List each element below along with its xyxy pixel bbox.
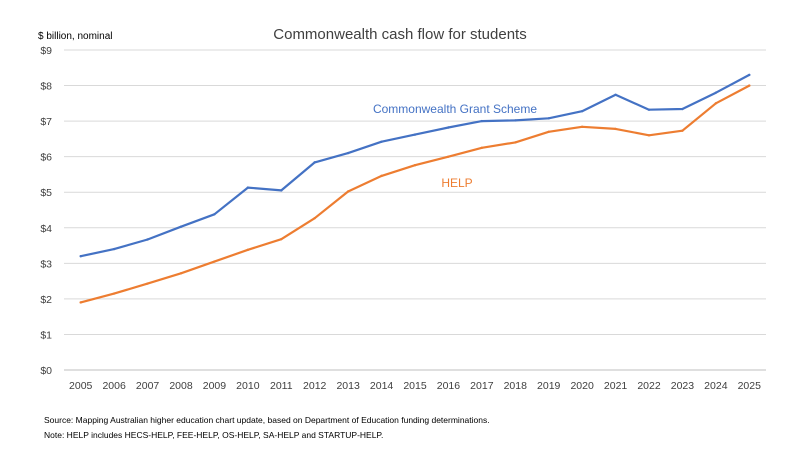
data-point: [547, 117, 550, 120]
x-tick-label: 2010: [236, 380, 260, 392]
y-tick-label: $4: [40, 223, 52, 235]
data-point: [547, 130, 550, 133]
data-point: [647, 108, 651, 111]
data-point: [179, 272, 183, 275]
data-point: [748, 73, 751, 77]
data-point: [480, 119, 484, 123]
data-point: [480, 146, 484, 149]
series-label-help: HELP: [441, 176, 472, 190]
series-label-commonwealth-grant-scheme: Commonwealth Grant Scheme: [373, 102, 537, 116]
data-point: [748, 84, 751, 87]
source-footnote: Source: Mapping Australian higher educat…: [44, 415, 490, 425]
data-point: [380, 174, 383, 178]
x-tick-label: 2024: [704, 380, 728, 392]
data-point: [246, 186, 250, 189]
y-tick-label: $8: [40, 81, 52, 93]
data-point: [580, 109, 584, 113]
data-point: [580, 125, 584, 128]
data-point: [413, 133, 417, 136]
x-tick-label: 2016: [437, 380, 461, 392]
y-tick-label: $3: [40, 258, 52, 270]
data-point: [112, 247, 116, 251]
data-point: [280, 189, 283, 192]
y-tick-label: $2: [40, 294, 52, 306]
x-tick-label: 2007: [136, 380, 160, 392]
y-tick-label: $7: [40, 116, 52, 128]
x-tick-label: 2023: [671, 380, 695, 392]
x-tick-label: 2012: [303, 380, 327, 392]
data-point: [246, 248, 250, 252]
data-point: [514, 141, 517, 144]
data-point: [213, 260, 216, 263]
chart-title: Commonwealth cash flow for students: [273, 26, 527, 43]
data-point: [213, 213, 216, 216]
data-point: [614, 93, 617, 97]
data-point: [146, 238, 149, 241]
x-tick-label: 2013: [336, 380, 360, 392]
x-tick-label: 2017: [470, 380, 494, 392]
data-point: [447, 126, 450, 129]
data-point: [681, 129, 684, 132]
x-tick-label: 2009: [203, 380, 227, 392]
x-tick-label: 2020: [570, 380, 594, 392]
x-tick-label: 2006: [102, 380, 126, 392]
x-tick-label: 2022: [637, 380, 661, 392]
data-point: [280, 237, 283, 241]
data-point: [614, 127, 617, 131]
data-point: [112, 292, 116, 295]
data-point: [514, 119, 517, 122]
data-point: [380, 140, 383, 143]
data-point: [714, 102, 718, 105]
y-tick-label: $9: [40, 45, 52, 57]
data-point: [313, 216, 316, 220]
data-point: [79, 301, 82, 304]
data-point: [413, 164, 417, 167]
x-tick-label: 2008: [169, 380, 193, 392]
x-tick-label: 2005: [69, 380, 93, 392]
data-point: [313, 161, 316, 164]
data-point: [447, 155, 450, 158]
data-point: [346, 151, 350, 155]
y-axis-unit-label: $ billion, nominal: [38, 31, 113, 42]
x-tick-label: 2015: [403, 380, 427, 392]
data-point: [346, 190, 350, 193]
note-footnote: Note: HELP includes HECS-HELP, FEE-HELP,…: [44, 430, 384, 440]
data-point: [146, 282, 149, 285]
x-tick-label: 2014: [370, 380, 394, 392]
x-tick-label: 2018: [504, 380, 528, 392]
x-tick-label: 2019: [537, 380, 561, 392]
x-tick-label: 2021: [604, 380, 628, 392]
y-tick-label: $5: [40, 187, 52, 199]
x-tick-label: 2025: [738, 380, 762, 392]
x-tick-label: 2011: [270, 380, 293, 392]
data-point: [79, 255, 82, 258]
series-line-help: [79, 84, 751, 304]
y-tick-label: $0: [40, 365, 52, 377]
data-point: [714, 91, 718, 94]
data-point: [647, 134, 651, 137]
data-point: [179, 225, 183, 228]
data-point: [681, 107, 684, 111]
y-tick-label: $1: [40, 329, 52, 341]
y-tick-label: $6: [40, 152, 52, 164]
